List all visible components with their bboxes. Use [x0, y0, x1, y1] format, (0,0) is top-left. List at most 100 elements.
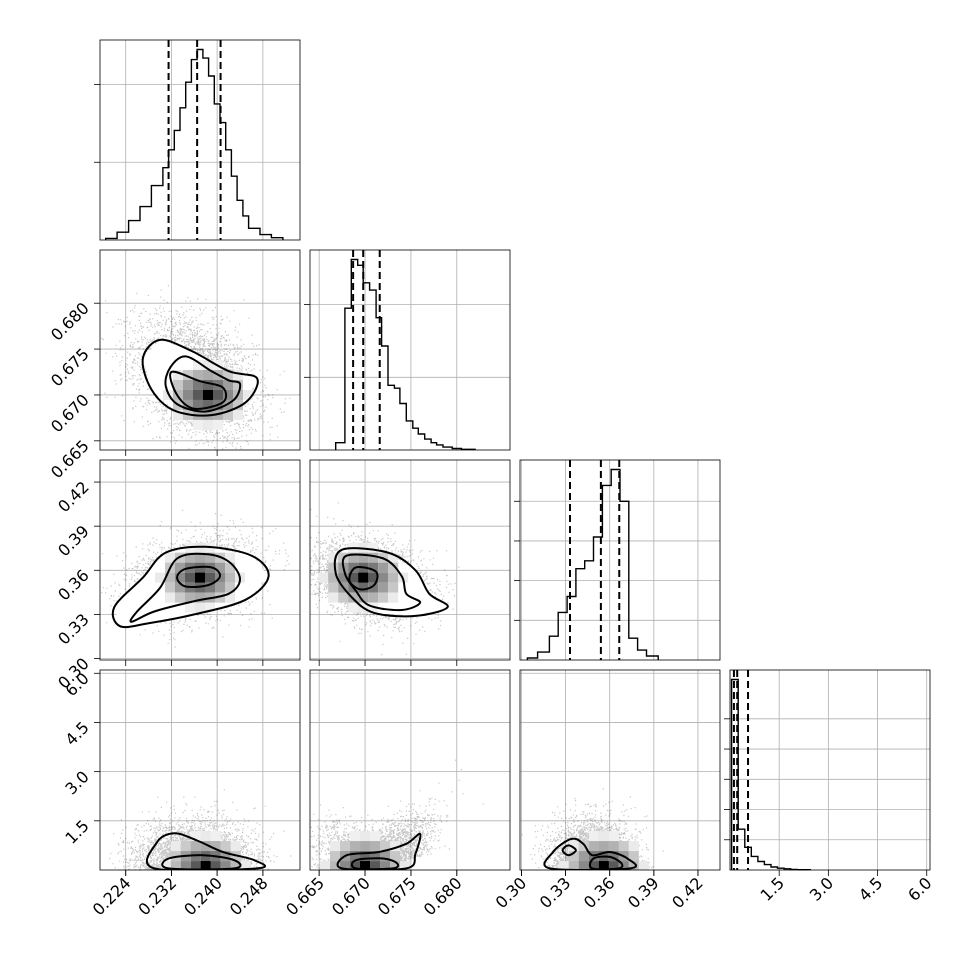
- y-tick-label: 0.39: [54, 522, 93, 561]
- density-cell: [203, 359, 213, 370]
- density-cell: [193, 399, 203, 410]
- density-cell: [223, 389, 233, 400]
- density-cell: [340, 841, 351, 852]
- density-cell: [368, 572, 379, 583]
- density-cell: [588, 841, 599, 852]
- density-cell: [180, 841, 191, 852]
- density-cell: [170, 861, 181, 870]
- density-cell: [350, 861, 361, 870]
- density-cell: [215, 582, 225, 593]
- density-cell: [348, 602, 359, 613]
- density-cell: [193, 359, 203, 370]
- density-peak-cell: [598, 861, 609, 870]
- density-cell: [210, 841, 221, 852]
- density-cell: [165, 552, 175, 563]
- density-cell: [175, 592, 185, 603]
- density-cell: [231, 871, 241, 881]
- density-cell: [215, 562, 225, 573]
- contour-line: [164, 355, 242, 413]
- density-cell: [360, 841, 371, 852]
- density-cell: [203, 369, 213, 380]
- density-cell: [155, 572, 165, 583]
- density-cell: [223, 409, 233, 420]
- density-cell: [205, 582, 215, 593]
- contour-line: [141, 338, 259, 417]
- density-cell: [183, 389, 193, 400]
- density-cell: [181, 881, 191, 891]
- contour-line: [588, 855, 624, 870]
- density-cell: [170, 841, 181, 852]
- density-cell: [221, 871, 231, 881]
- x-tick-label: 0.224: [89, 873, 135, 919]
- density-cell: [378, 562, 389, 573]
- density-cell: [370, 831, 381, 842]
- contour-line: [169, 370, 228, 410]
- density-cell: [578, 841, 589, 852]
- density-cell: [618, 841, 629, 852]
- density-cell: [318, 572, 329, 583]
- density-cell: [180, 861, 191, 870]
- x-tick-label: 0.39: [624, 873, 663, 912]
- density-cell: [225, 592, 235, 603]
- density-cell: [629, 871, 639, 881]
- density-cell: [165, 572, 175, 583]
- scatter-points: [521, 788, 664, 870]
- density-cell: [233, 369, 243, 380]
- density-cell: [358, 552, 369, 563]
- scatter-panel-frame: [309, 669, 511, 871]
- density-peak-cell: [358, 572, 369, 583]
- density-cell: [569, 871, 579, 881]
- density-cell: [380, 871, 390, 881]
- x-tick-label: 0.670: [328, 873, 374, 919]
- scatter-panel-2-0: [99, 459, 301, 661]
- density-cell: [330, 861, 341, 870]
- density-cell: [370, 851, 381, 862]
- y-tick-label: 0.665: [47, 436, 93, 482]
- scatter-panel-bg: [520, 670, 720, 870]
- scatter-panel-frame: [99, 459, 301, 661]
- density-cell: [360, 831, 371, 842]
- density-cell: [193, 389, 203, 400]
- density-cell: [223, 379, 233, 390]
- density-cell: [589, 871, 599, 881]
- density-cell: [350, 841, 361, 852]
- density-cell: [388, 572, 399, 583]
- density-cell: [225, 582, 235, 593]
- density-peak-cell: [200, 861, 211, 870]
- y-tick-label: 0.670: [47, 390, 93, 436]
- density-peak-cell: [195, 572, 205, 583]
- density-cell: [210, 861, 221, 870]
- x-tick-label: 0.232: [134, 873, 180, 919]
- scatter-content: [521, 788, 664, 891]
- density-cell: [619, 881, 629, 891]
- density-cell: [173, 379, 183, 390]
- density-cell: [358, 582, 369, 593]
- density-cell: [388, 582, 399, 593]
- histogram-step: [730, 678, 811, 871]
- scatter-points: [109, 789, 292, 870]
- x-tick-label: 0.30: [492, 873, 531, 912]
- density-cell: [370, 871, 380, 881]
- density-cell: [380, 881, 390, 891]
- density-cell: [225, 552, 235, 563]
- density-cell: [390, 841, 401, 852]
- y-tick-label: 0.33: [54, 610, 93, 649]
- density-cell: [358, 592, 369, 603]
- density-cell: [220, 851, 231, 862]
- density-cell: [348, 572, 359, 583]
- density-cell: [190, 861, 201, 870]
- scatter-content: [310, 502, 460, 656]
- density-cell: [205, 552, 215, 563]
- density-cell: [578, 851, 589, 862]
- density-cell: [338, 572, 349, 583]
- density-cell: [368, 582, 379, 593]
- density-cell: [598, 831, 609, 842]
- density-cell: [203, 379, 213, 390]
- density-cell: [608, 851, 619, 862]
- scatter-panel-2-1: [309, 459, 511, 661]
- density-cell: [185, 592, 195, 603]
- density-cell: [390, 871, 400, 881]
- density-cell: [203, 419, 213, 430]
- density-cell: [340, 861, 351, 870]
